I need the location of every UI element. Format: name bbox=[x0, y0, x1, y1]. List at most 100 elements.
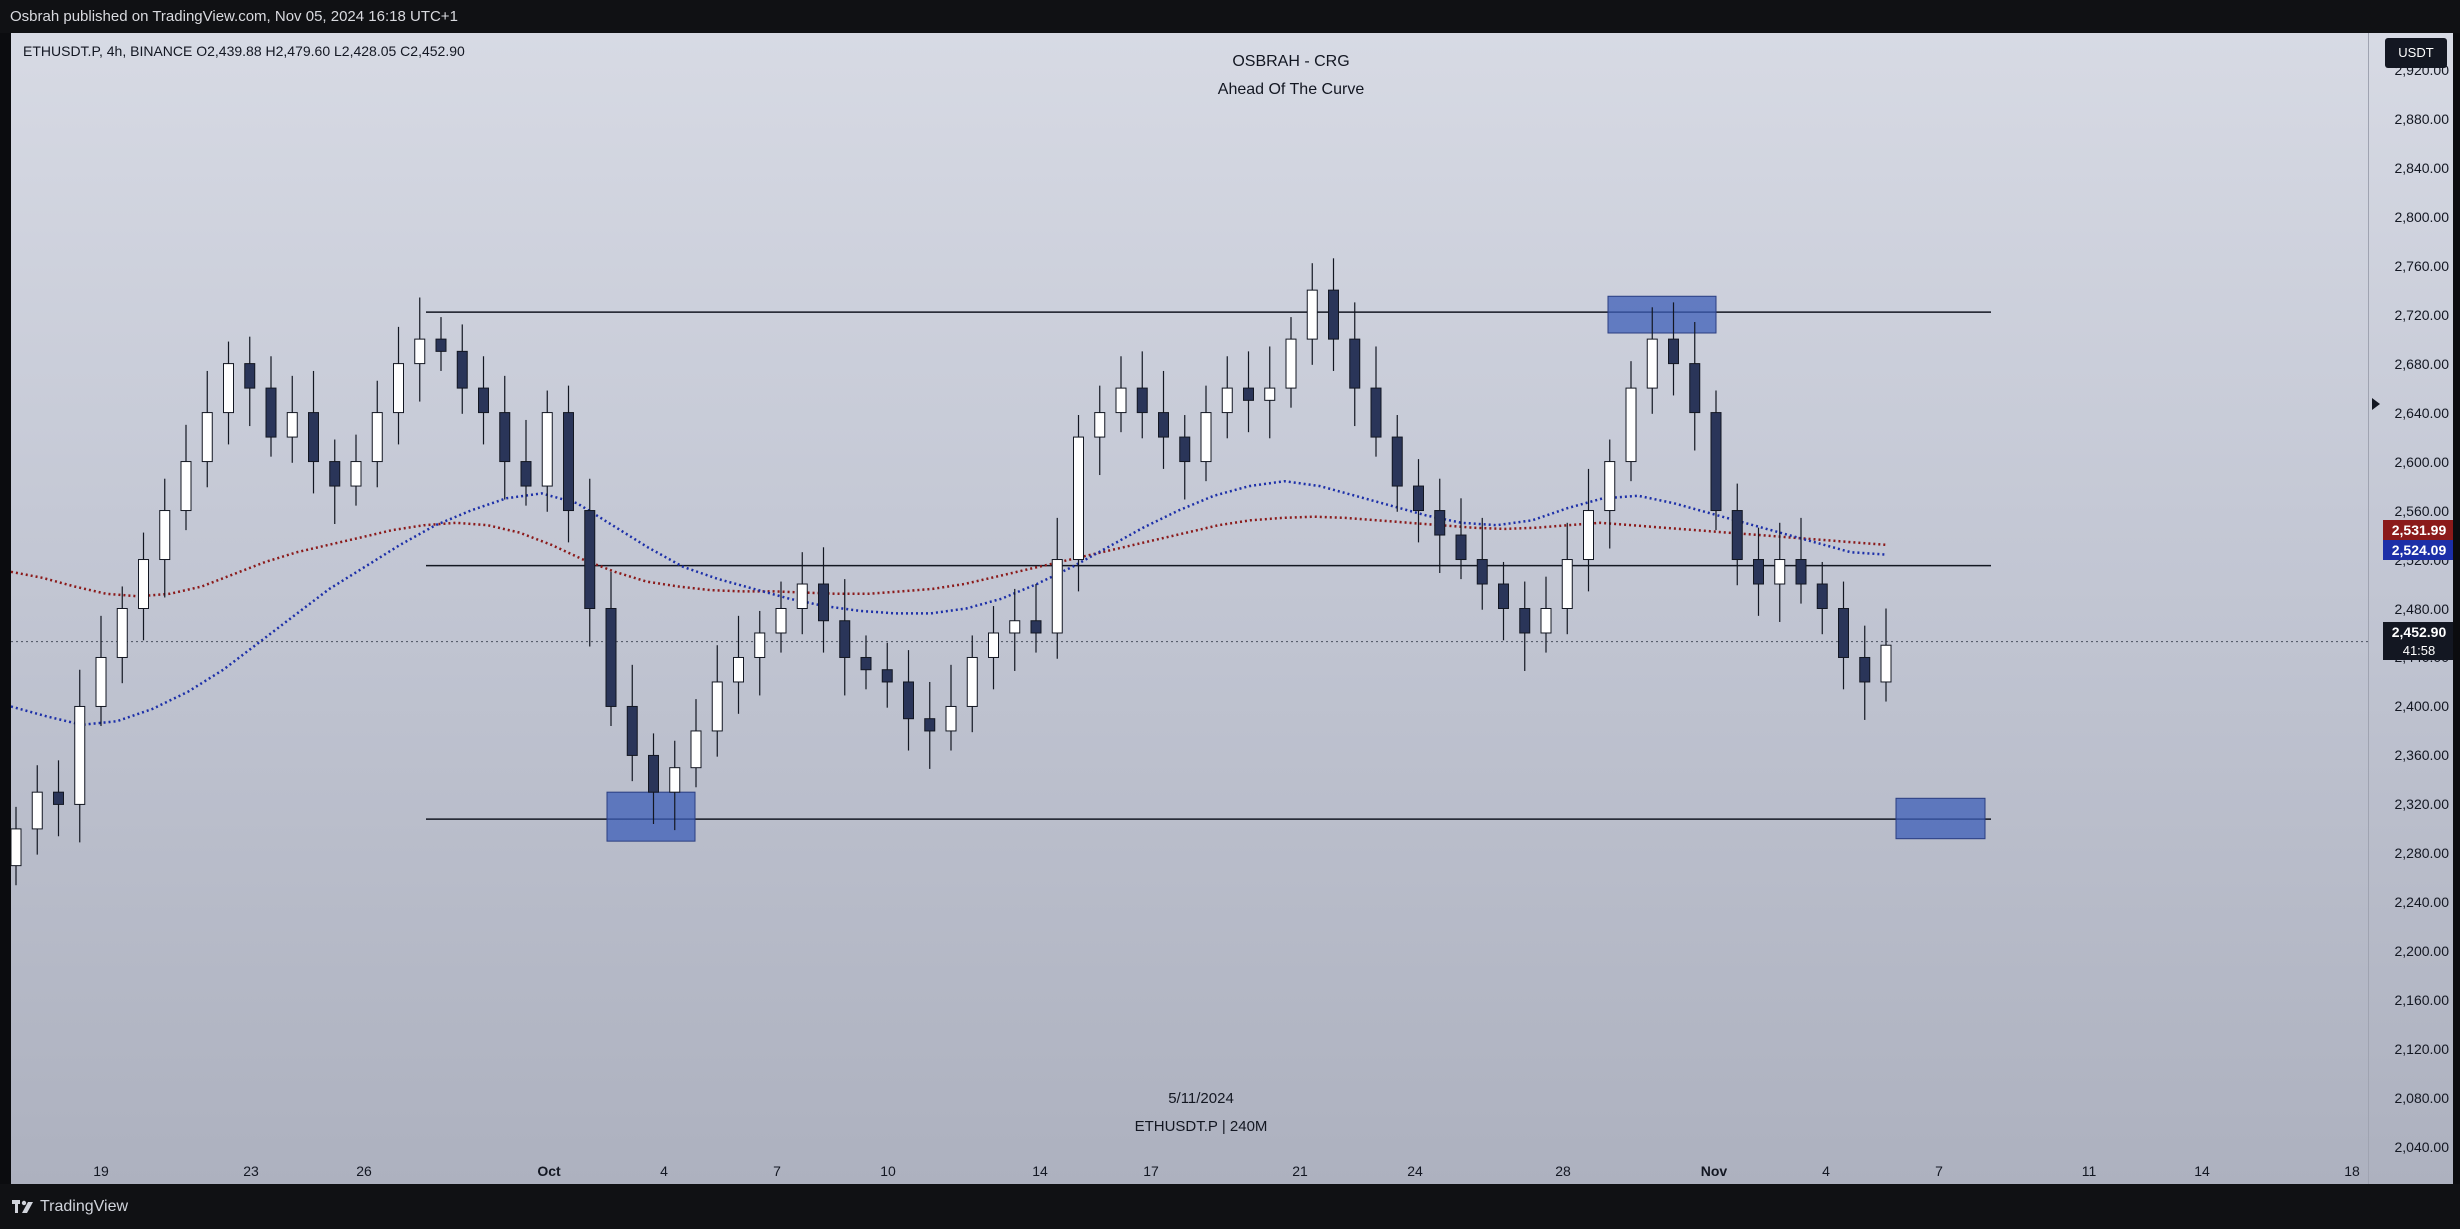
bar-countdown: 41:58 bbox=[2383, 642, 2453, 660]
candle-body bbox=[1200, 412, 1212, 463]
last-price-tag: 2,452.90 bbox=[2383, 622, 2453, 642]
candle-body bbox=[903, 681, 914, 720]
candle-body bbox=[1498, 583, 1509, 609]
candle-body bbox=[796, 583, 808, 609]
candle-body bbox=[308, 412, 319, 463]
time-tick-label: 14 bbox=[1032, 1163, 1048, 1179]
chart-pane[interactable]: ETHUSDT.P, 4h, BINANCE O2,439.88 H2,479.… bbox=[11, 33, 2453, 1184]
tradingview-icon bbox=[12, 1199, 33, 1213]
footer-bar: TradingView bbox=[0, 1184, 2460, 1229]
price-tick-label: 2,760.00 bbox=[2394, 257, 2450, 274]
candle-body bbox=[1306, 289, 1318, 340]
price-tick-label: 2,480.00 bbox=[2394, 600, 2450, 617]
candle-body bbox=[945, 705, 957, 732]
candle-body bbox=[1561, 559, 1573, 610]
candle-body bbox=[11, 828, 22, 867]
candle-body bbox=[138, 559, 149, 610]
candle-body bbox=[244, 363, 256, 389]
candle-body bbox=[1880, 644, 1892, 683]
time-tick-label: 4 bbox=[1822, 1163, 1830, 1179]
time-tick-label: 18 bbox=[2344, 1163, 2360, 1179]
candle-body bbox=[1689, 363, 1701, 414]
candle-body bbox=[1710, 412, 1722, 512]
ma-blue-price-tag: 2,524.09 bbox=[2383, 540, 2453, 560]
candle-body bbox=[1519, 608, 1531, 634]
candle-body bbox=[563, 412, 574, 512]
candle-body bbox=[1115, 387, 1127, 414]
price-chart[interactable] bbox=[11, 33, 2453, 1184]
time-tick-label: 10 bbox=[880, 1163, 896, 1179]
candle-body bbox=[223, 363, 234, 414]
ma-red-price-tag: 2,531.99 bbox=[2383, 520, 2453, 540]
demand-supply-zone bbox=[1607, 295, 1717, 334]
candle-body bbox=[1328, 289, 1339, 340]
price-tick-label: 2,160.00 bbox=[2394, 992, 2450, 1009]
candle-body bbox=[1753, 559, 1764, 585]
time-tick-label: 14 bbox=[2194, 1163, 2210, 1179]
candle-body bbox=[1625, 387, 1637, 463]
demand-supply-zone bbox=[1895, 797, 1986, 840]
publisher-bar: Osbrah published on TradingView.com, Nov… bbox=[0, 0, 2460, 33]
symbol-legend: ETHUSDT.P, 4h, BINANCE O2,439.88 H2,479.… bbox=[23, 43, 465, 59]
moving-average-red bbox=[11, 515, 1887, 598]
price-tick-label: 2,200.00 bbox=[2394, 943, 2450, 960]
chart-title: OSBRAH - CRG bbox=[1232, 53, 1350, 70]
candle-body bbox=[669, 767, 681, 793]
candle-body bbox=[53, 791, 64, 805]
candle-body bbox=[1136, 387, 1148, 414]
time-tick-label: 26 bbox=[356, 1163, 372, 1179]
time-tick-label: 11 bbox=[2081, 1163, 2097, 1179]
chart-subtitle: Ahead Of The Curve bbox=[1217, 81, 1365, 98]
price-axis[interactable]: 2,920.00 2,880.00 2,840.00 2,800.00 2,760.00… bbox=[2381, 33, 2453, 1184]
price-tick-label: 2,880.00 bbox=[2394, 110, 2450, 127]
candle-body bbox=[1285, 338, 1297, 389]
candle-body bbox=[988, 632, 999, 658]
candle-body bbox=[1795, 559, 1807, 585]
time-tick-label: 21 bbox=[1292, 1163, 1308, 1179]
currency-button[interactable]: USDT bbox=[2385, 38, 2447, 68]
candle-body bbox=[201, 412, 213, 463]
candle-body bbox=[924, 718, 936, 732]
scroll-right-icon[interactable] bbox=[2372, 398, 2380, 410]
candle-body bbox=[329, 461, 341, 487]
tradingview-logo[interactable]: TradingView bbox=[12, 1198, 128, 1216]
price-tick-label: 2,640.00 bbox=[2394, 404, 2450, 421]
time-tick-label: Oct bbox=[537, 1163, 561, 1179]
candle-body bbox=[499, 412, 511, 463]
candle-body bbox=[95, 656, 107, 707]
candle-body bbox=[626, 705, 638, 756]
candle-body bbox=[286, 412, 298, 438]
price-tick-label: 2,560.00 bbox=[2394, 502, 2450, 519]
candle-body bbox=[1476, 559, 1488, 585]
time-tick-label: 24 bbox=[1407, 1163, 1423, 1179]
price-tick-label: 2,120.00 bbox=[2394, 1041, 2450, 1058]
candle-body bbox=[839, 620, 851, 658]
candle-body bbox=[414, 338, 426, 365]
candle-body bbox=[818, 583, 829, 622]
candle-body bbox=[860, 656, 872, 671]
candle-body bbox=[584, 510, 596, 609]
candle-body bbox=[520, 461, 532, 487]
candle-body bbox=[1158, 412, 1169, 438]
candle-body bbox=[116, 608, 128, 658]
candle-body bbox=[350, 461, 362, 487]
candle-body bbox=[711, 681, 723, 732]
demand-supply-zone bbox=[606, 791, 696, 842]
price-tick-label: 2,400.00 bbox=[2394, 698, 2450, 715]
candle-body bbox=[265, 387, 277, 438]
candle-body bbox=[74, 705, 86, 805]
time-tick-label: 23 bbox=[243, 1163, 259, 1179]
candle-body bbox=[1221, 387, 1233, 414]
chart-header: OSBRAH - CRG Ahead Of The Curve bbox=[1191, 48, 1391, 104]
candle-body bbox=[1859, 656, 1871, 683]
candle-body bbox=[733, 656, 744, 683]
price-tick-label: 2,280.00 bbox=[2394, 845, 2450, 862]
candle-body bbox=[541, 412, 553, 487]
candle-body bbox=[1731, 510, 1743, 561]
watermark-date: 5/11/2024 bbox=[1168, 1090, 1234, 1107]
candle-body bbox=[648, 754, 659, 793]
candle-body bbox=[881, 669, 893, 683]
candle-body bbox=[1646, 338, 1658, 389]
price-tick-label: 2,680.00 bbox=[2394, 355, 2450, 372]
price-tick-label: 2,920.00 bbox=[2394, 61, 2450, 78]
